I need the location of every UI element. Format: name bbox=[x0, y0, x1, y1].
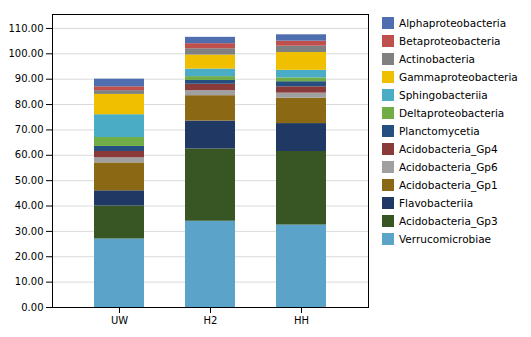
html-text:Acidobacteria_Gp4: Acidobacteria_Gp4 bbox=[399, 143, 498, 155]
html-text:Planctomycetia: Planctomycetia bbox=[399, 125, 480, 137]
html-text:Betaproteobacteria: Betaproteobacteria bbox=[399, 35, 501, 47]
svg-text:100.00: 100.00 bbox=[9, 48, 44, 59]
svg-text:90.00: 90.00 bbox=[15, 73, 44, 84]
html-text:Acidobacteria_Gp3: Acidobacteria_Gp3 bbox=[399, 215, 498, 227]
svg-text:80.00: 80.00 bbox=[15, 99, 44, 110]
html-text:Flavobacteriia: Flavobacteriia bbox=[399, 197, 474, 209]
html-text:Gammaproteobacteria: Gammaproteobacteria bbox=[399, 71, 518, 83]
svg-text:10.00: 10.00 bbox=[15, 276, 44, 287]
html-text:Verrucomicrobiae: Verrucomicrobiae bbox=[399, 233, 491, 245]
svg-text:H2: H2 bbox=[204, 315, 218, 326]
svg-text:50.00: 50.00 bbox=[15, 175, 44, 186]
html-text:Alphaproteobacteria: Alphaproteobacteria bbox=[399, 17, 507, 29]
svg-text:0.00: 0.00 bbox=[21, 302, 43, 313]
html-text:Sphingobacteriia: Sphingobacteriia bbox=[399, 89, 488, 101]
svg-text:40.00: 40.00 bbox=[15, 200, 44, 211]
html-text:Acidobacteria_Gp1: Acidobacteria_Gp1 bbox=[399, 179, 498, 191]
html-text:Acidobacteria_Gp6: Acidobacteria_Gp6 bbox=[399, 161, 498, 173]
svg-text:60.00: 60.00 bbox=[15, 149, 44, 160]
svg-text:110.00: 110.00 bbox=[9, 23, 44, 34]
html-text:Deltaproteobacteria: Deltaproteobacteria bbox=[399, 107, 505, 119]
svg-text:30.00: 30.00 bbox=[15, 226, 44, 237]
html-text:Actinobacteria: Actinobacteria bbox=[399, 53, 475, 65]
svg-text:HH: HH bbox=[294, 315, 309, 326]
svg-text:UW: UW bbox=[111, 315, 128, 326]
svg-text:20.00: 20.00 bbox=[15, 251, 44, 262]
svg-text:70.00: 70.00 bbox=[15, 124, 44, 135]
